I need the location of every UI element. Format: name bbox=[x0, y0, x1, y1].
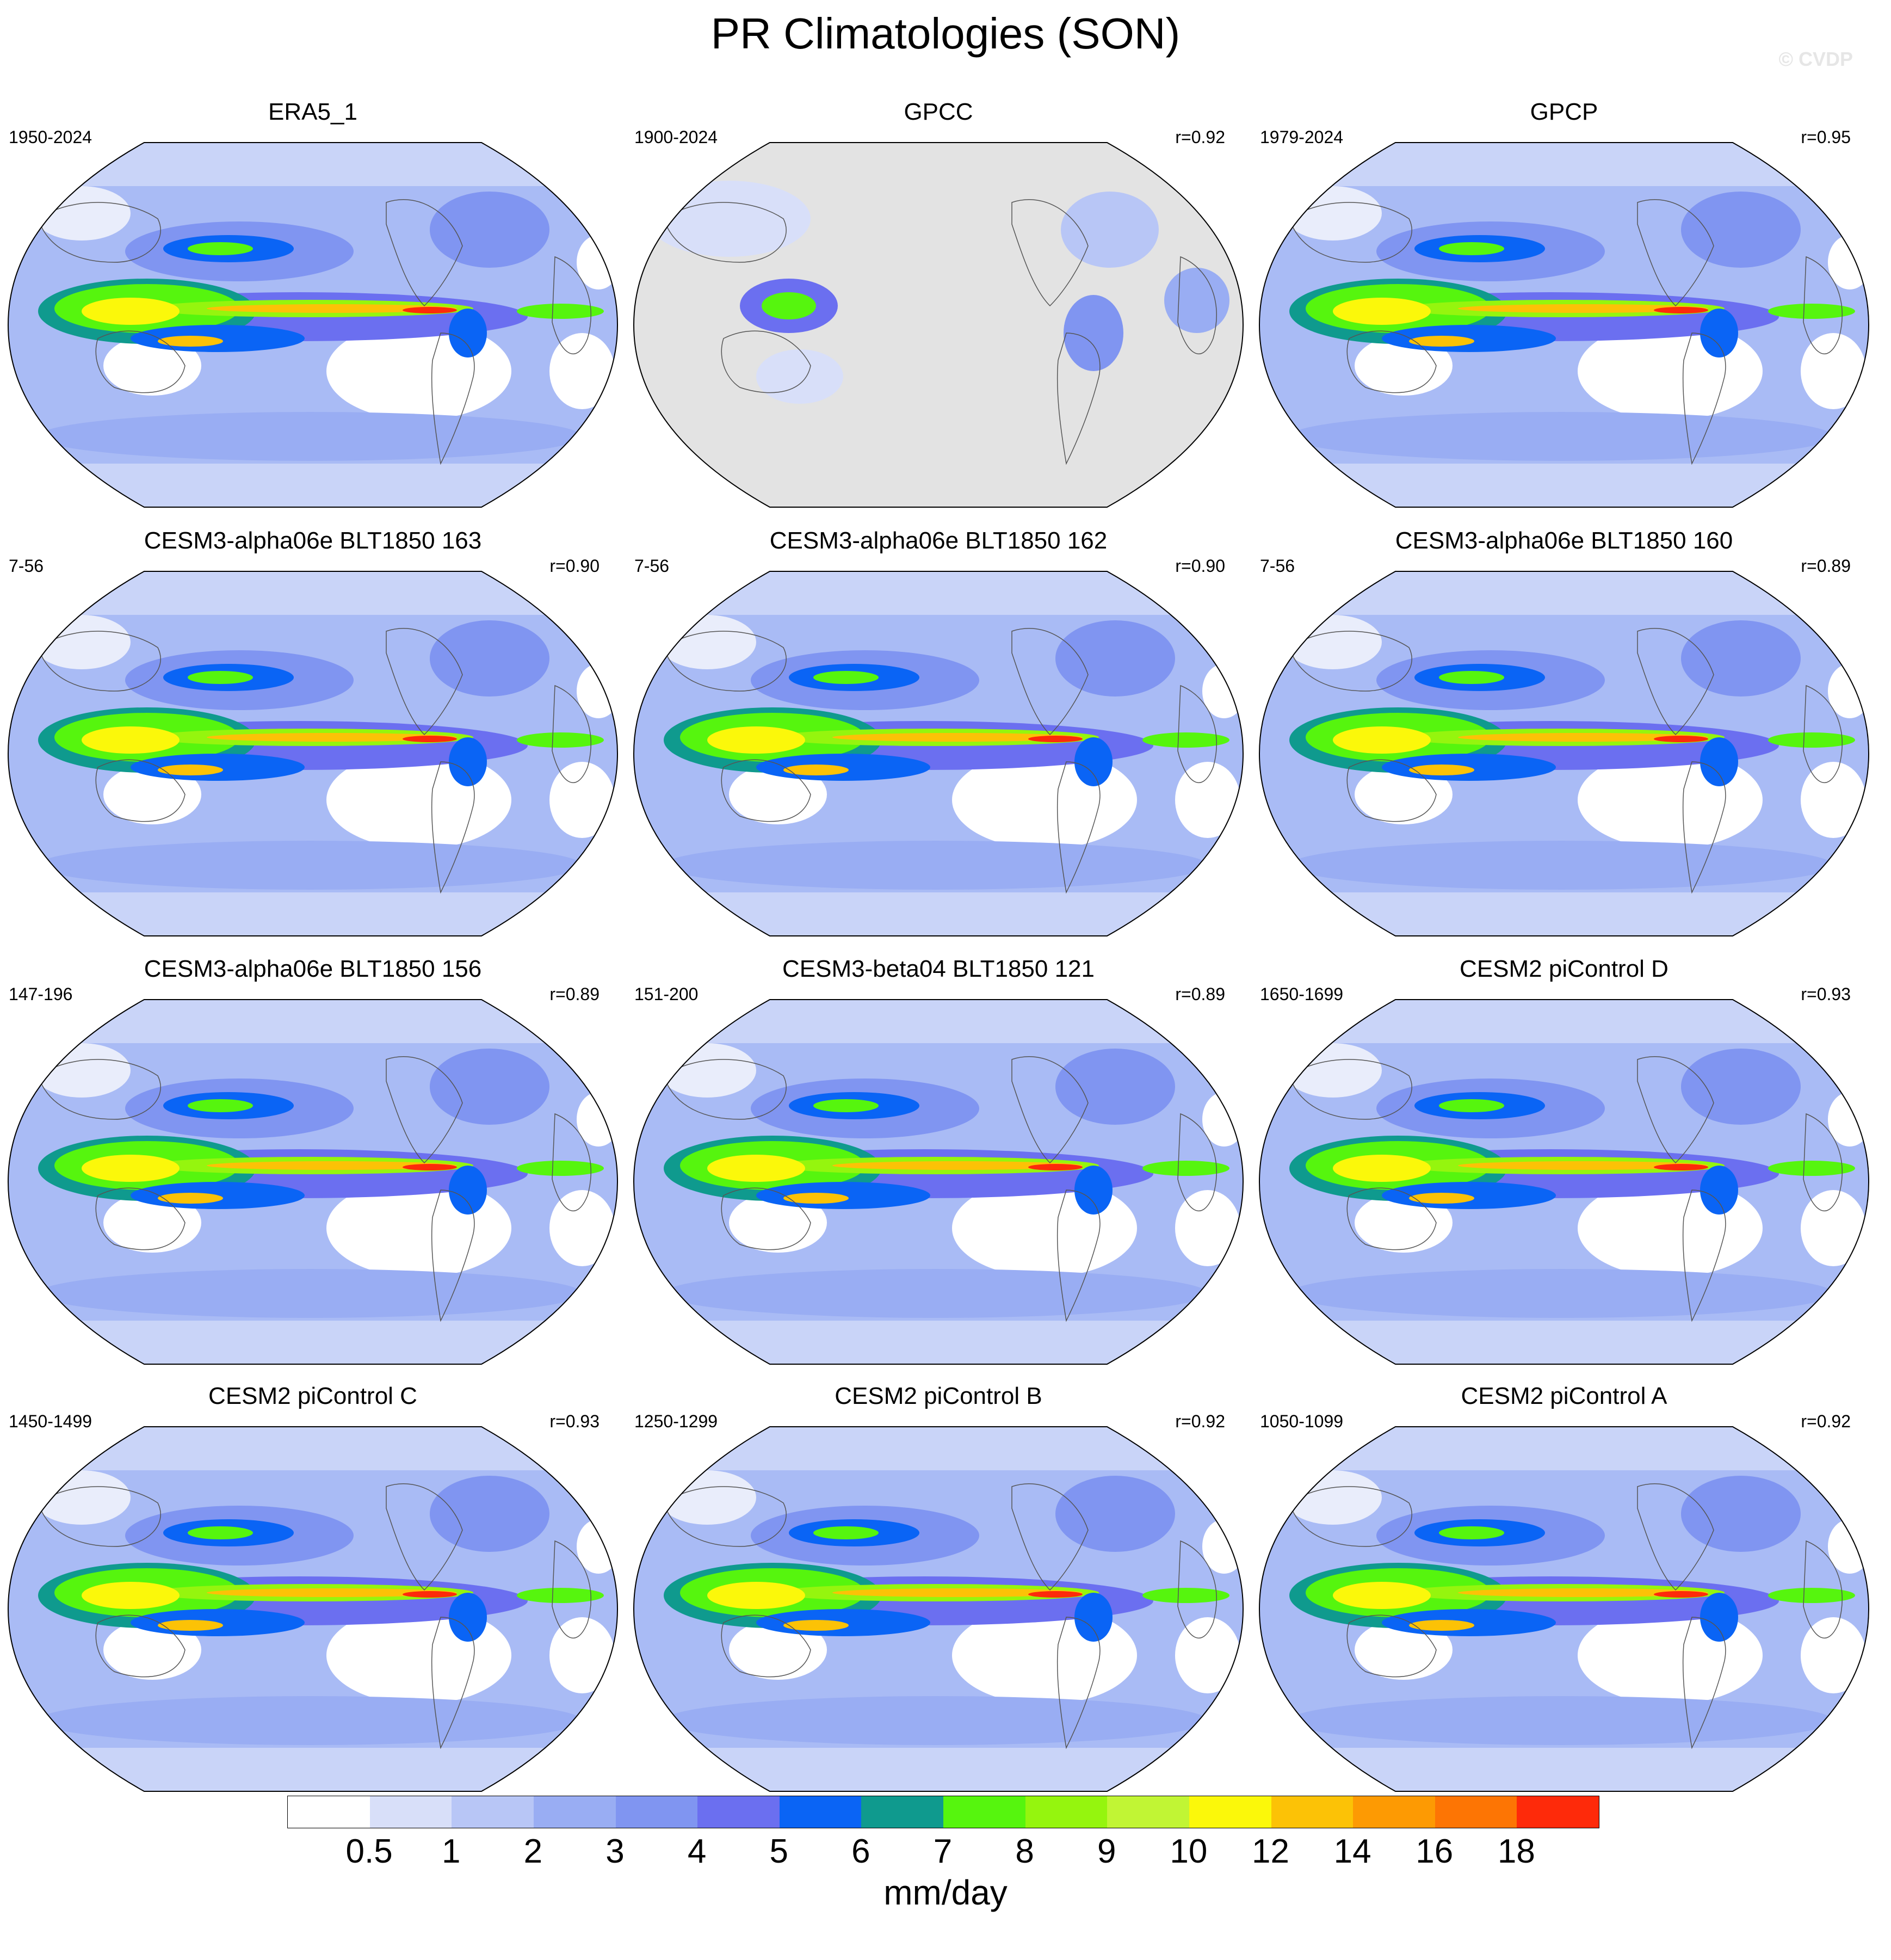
precip-map bbox=[1258, 142, 1870, 508]
colorbar-box bbox=[452, 1796, 534, 1828]
precip-map bbox=[633, 571, 1244, 936]
panel-correlation: r=0.89 bbox=[1801, 556, 1851, 576]
colorbar-tick-label: 4 bbox=[687, 1833, 707, 1870]
colorbar-tick-label: 9 bbox=[1097, 1833, 1116, 1870]
panel-period: 1050-1099 bbox=[1260, 1412, 1344, 1431]
colorbar-box bbox=[779, 1796, 862, 1828]
map-panel: CESM3-alpha06e BLT1850 162 7-56 r=0.90 bbox=[626, 527, 1251, 946]
map-panel: CESM2 piControl A 1050-1099 r=0.92 bbox=[1251, 1382, 1877, 1801]
colorbar-box bbox=[1271, 1796, 1354, 1828]
panel-period: 7-56 bbox=[9, 556, 44, 576]
colorbar-tick-label: 0.5 bbox=[345, 1833, 393, 1870]
precip-map bbox=[7, 142, 619, 508]
panel-title: CESM2 piControl A bbox=[1461, 1383, 1667, 1409]
colorbar-tick-label: 7 bbox=[933, 1833, 953, 1870]
colorbar-labels: 0.5 1 2 3 4 5 6 7 8 9 10 12 14 16 18 bbox=[287, 1833, 1598, 1876]
figure-title: PR Climatologies (SON) bbox=[710, 9, 1181, 58]
panel-period: 1450-1499 bbox=[9, 1412, 92, 1431]
panel-period: 147-196 bbox=[9, 984, 73, 1004]
colorbar-box bbox=[943, 1796, 1025, 1828]
map-panel: CESM2 piControl D 1650-1699 r=0.93 bbox=[1251, 955, 1877, 1374]
colorbar-tick-label: 5 bbox=[769, 1833, 788, 1870]
colorbar-tick-label: 10 bbox=[1170, 1833, 1208, 1870]
panel-title: CESM3-beta04 BLT1850 121 bbox=[782, 956, 1095, 982]
precip-map bbox=[1258, 1426, 1870, 1792]
colorbar-tick-label: 8 bbox=[1015, 1833, 1034, 1870]
panel-title: CESM2 piControl B bbox=[835, 1383, 1042, 1409]
panel-period: 1950-2024 bbox=[9, 127, 92, 147]
precip-map bbox=[633, 142, 1244, 508]
precip-map bbox=[7, 1426, 619, 1792]
colorbar-tick-label: 1 bbox=[442, 1833, 461, 1870]
precip-map bbox=[7, 571, 619, 936]
colorbar-box bbox=[369, 1796, 452, 1828]
map-panel: CESM3-beta04 BLT1850 121 151-200 r=0.89 bbox=[626, 955, 1251, 1374]
map-panel: CESM3-alpha06e BLT1850 156 147-196 r=0.89 bbox=[0, 955, 626, 1374]
panel-period: 151-200 bbox=[634, 984, 699, 1004]
panel-period: 1650-1699 bbox=[1260, 984, 1344, 1004]
panel-title: GPCP bbox=[1530, 98, 1598, 125]
colorbar-box bbox=[1025, 1796, 1108, 1828]
precip-map bbox=[7, 999, 619, 1365]
colorbar-tick-label: 16 bbox=[1416, 1833, 1454, 1870]
colorbar-box bbox=[1517, 1796, 1599, 1828]
panel-title: CESM3-alpha06e BLT1850 162 bbox=[769, 527, 1108, 554]
panel-title: CESM2 piControl D bbox=[1460, 956, 1668, 982]
panel-title: CESM3-alpha06e BLT1850 156 bbox=[144, 956, 482, 982]
panel-correlation: r=0.92 bbox=[1175, 1412, 1225, 1431]
map-panel: GPCP 1979-2024 r=0.95 bbox=[1251, 98, 1877, 517]
colorbar-tick-label: 18 bbox=[1497, 1833, 1535, 1870]
colorbar-box bbox=[533, 1796, 616, 1828]
colorbar-box bbox=[1435, 1796, 1517, 1828]
colorbar-tick-label: 14 bbox=[1333, 1833, 1371, 1870]
colorbar-box bbox=[1107, 1796, 1189, 1828]
panel-period: 7-56 bbox=[634, 556, 670, 576]
colorbar-box bbox=[1353, 1796, 1435, 1828]
map-panel: CESM2 piControl B 1250-1299 r=0.92 bbox=[626, 1382, 1251, 1801]
precip-map bbox=[1258, 999, 1870, 1365]
panel-title: CESM3-alpha06e BLT1850 160 bbox=[1395, 527, 1733, 554]
colorbar-tick-label: 3 bbox=[605, 1833, 625, 1870]
colorbar-box bbox=[288, 1796, 370, 1828]
panel-title: ERA5_1 bbox=[268, 98, 357, 125]
precip-map bbox=[1258, 571, 1870, 936]
panel-correlation: r=0.90 bbox=[1175, 556, 1225, 576]
panel-correlation: r=0.93 bbox=[1801, 984, 1851, 1004]
map-panel: CESM3-alpha06e BLT1850 160 7-56 r=0.89 bbox=[1251, 527, 1877, 946]
map-panel: CESM3-alpha06e BLT1850 163 7-56 r=0.90 bbox=[0, 527, 626, 946]
panel-correlation: r=0.89 bbox=[549, 984, 600, 1004]
colorbar bbox=[287, 1796, 1599, 1828]
panel-correlation: r=0.92 bbox=[1801, 1412, 1851, 1431]
colorbar-tick-label: 2 bbox=[523, 1833, 543, 1870]
panel-period: 7-56 bbox=[1260, 556, 1295, 576]
watermark: © CVDP bbox=[1778, 48, 1853, 70]
panel-period: 1250-1299 bbox=[634, 1412, 718, 1431]
panel-period: 1900-2024 bbox=[634, 127, 718, 147]
precip-map bbox=[633, 1426, 1244, 1792]
map-panel: CESM2 piControl C 1450-1499 r=0.93 bbox=[0, 1382, 626, 1801]
map-panel: GPCC 1900-2024 r=0.92 bbox=[626, 98, 1251, 517]
panel-title: GPCC bbox=[904, 98, 973, 125]
panel-title: CESM3-alpha06e BLT1850 163 bbox=[144, 527, 482, 554]
colorbar-box bbox=[1189, 1796, 1271, 1828]
map-panel: ERA5_1 1950-2024 bbox=[0, 98, 626, 517]
panel-correlation: r=0.89 bbox=[1175, 984, 1225, 1004]
panel-correlation: r=0.95 bbox=[1801, 127, 1851, 147]
panel-title: CESM2 piControl C bbox=[208, 1383, 417, 1409]
colorbar-tick-label: 6 bbox=[851, 1833, 870, 1870]
panel-correlation: r=0.90 bbox=[549, 556, 600, 576]
colorbar-box bbox=[615, 1796, 698, 1828]
panel-correlation: r=0.92 bbox=[1175, 127, 1225, 147]
panel-period: 1979-2024 bbox=[1260, 127, 1344, 147]
colorbar-box bbox=[861, 1796, 943, 1828]
colorbar-tick-label: 12 bbox=[1252, 1833, 1289, 1870]
colorbar-units: mm/day bbox=[883, 1873, 1008, 1912]
panel-correlation: r=0.93 bbox=[549, 1412, 600, 1431]
precip-map bbox=[633, 999, 1244, 1365]
colorbar-box bbox=[697, 1796, 780, 1828]
